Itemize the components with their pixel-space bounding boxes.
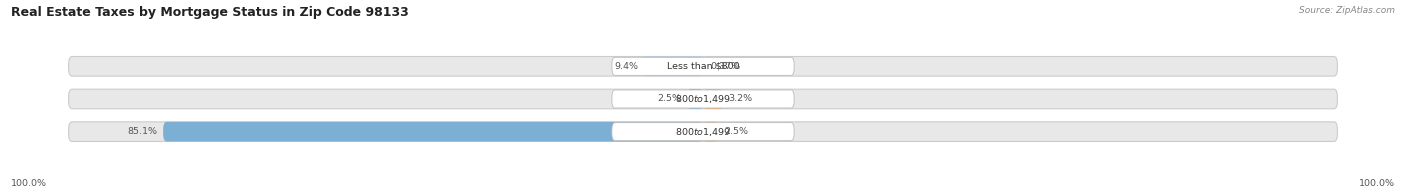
Text: 100.0%: 100.0% [11, 179, 48, 188]
Text: 2.5%: 2.5% [658, 94, 682, 103]
FancyBboxPatch shape [69, 122, 1337, 142]
FancyBboxPatch shape [644, 56, 703, 76]
Text: $800 to $1,499: $800 to $1,499 [675, 93, 731, 105]
FancyBboxPatch shape [688, 89, 703, 109]
Text: Less than $800: Less than $800 [666, 62, 740, 71]
FancyBboxPatch shape [612, 123, 794, 141]
FancyBboxPatch shape [163, 122, 703, 142]
FancyBboxPatch shape [69, 56, 1337, 76]
FancyBboxPatch shape [702, 56, 706, 76]
Text: 0.37%: 0.37% [711, 62, 741, 71]
Text: 85.1%: 85.1% [128, 127, 157, 136]
Text: $800 to $1,499: $800 to $1,499 [675, 126, 731, 138]
Text: Source: ZipAtlas.com: Source: ZipAtlas.com [1299, 6, 1395, 15]
Text: 3.2%: 3.2% [728, 94, 752, 103]
FancyBboxPatch shape [703, 122, 718, 142]
Legend: Without Mortgage, With Mortgage: Without Mortgage, With Mortgage [600, 195, 806, 196]
FancyBboxPatch shape [69, 89, 1337, 109]
Text: 9.4%: 9.4% [614, 62, 638, 71]
Text: Real Estate Taxes by Mortgage Status in Zip Code 98133: Real Estate Taxes by Mortgage Status in … [11, 6, 409, 19]
FancyBboxPatch shape [612, 90, 794, 108]
Text: 100.0%: 100.0% [1358, 179, 1395, 188]
FancyBboxPatch shape [703, 89, 723, 109]
Text: 2.5%: 2.5% [724, 127, 748, 136]
FancyBboxPatch shape [612, 57, 794, 75]
